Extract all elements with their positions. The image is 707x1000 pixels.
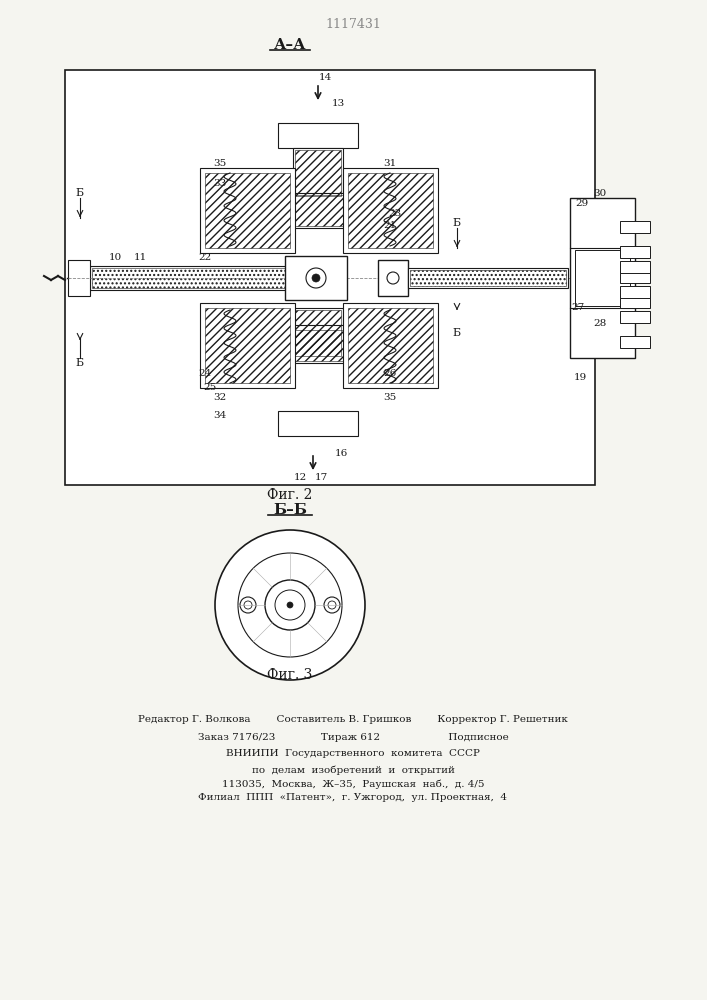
Circle shape (215, 530, 365, 680)
Circle shape (287, 602, 293, 608)
Bar (295, 150, 341, 196)
Text: 25: 25 (204, 383, 216, 392)
Text: 23: 23 (388, 209, 402, 218)
Text: 24: 24 (199, 368, 211, 377)
Text: 26: 26 (383, 368, 397, 377)
Circle shape (238, 553, 342, 657)
Bar (620, 311, 650, 323)
Text: 11: 11 (134, 253, 146, 262)
Text: Б: Б (452, 218, 460, 228)
Text: 17: 17 (315, 474, 328, 483)
Bar (92, 268, 288, 288)
Text: Фиг. 3: Фиг. 3 (267, 668, 312, 682)
Text: Б: Б (75, 188, 83, 198)
Circle shape (312, 274, 320, 282)
Bar (575, 250, 630, 306)
Text: Б: Б (75, 358, 83, 368)
Circle shape (275, 590, 305, 620)
Circle shape (387, 272, 399, 284)
Bar (343, 168, 438, 253)
Text: Редактор Г. Волкова        Составитель В. Гришков        Корректор Г. Решетник: Редактор Г. Волкова Составитель В. Гришк… (138, 716, 568, 724)
Bar (68, 260, 90, 296)
Text: 22: 22 (199, 253, 211, 262)
Text: 113035,  Москва,  Ж–35,  Раушская  наб.,  д. 4/5: 113035, Москва, Ж–35, Раушская наб., д. … (222, 779, 484, 789)
Text: А–А: А–А (274, 38, 306, 52)
Bar (285, 193, 351, 228)
Bar (620, 286, 650, 298)
Bar (200, 168, 295, 253)
Text: 27: 27 (571, 304, 585, 312)
Bar (620, 221, 650, 233)
Text: 34: 34 (214, 412, 227, 420)
Text: 13: 13 (332, 99, 345, 107)
Bar (65, 70, 595, 485)
Text: Филиал  ППП  «Патент»,  г. Ужгород,  ул. Проектная,  4: Филиал ППП «Патент», г. Ужгород, ул. Про… (199, 794, 508, 802)
Text: по  делам  изобретений  и  открытий: по делам изобретений и открытий (252, 765, 455, 775)
Text: 19: 19 (573, 373, 587, 382)
Text: 10: 10 (108, 253, 122, 262)
Bar (410, 270, 566, 286)
Bar (620, 246, 650, 258)
Text: 16: 16 (335, 448, 349, 458)
Bar (408, 268, 568, 288)
Bar (287, 195, 349, 226)
Text: 35: 35 (214, 158, 227, 167)
Text: 31: 31 (383, 158, 397, 167)
Bar (295, 310, 341, 356)
Bar (90, 266, 290, 290)
Text: ВНИИПИ  Государственного  комитета  СССР: ВНИИПИ Государственного комитета СССР (226, 750, 480, 758)
Bar (293, 308, 343, 358)
Circle shape (265, 580, 315, 630)
Bar (620, 261, 650, 273)
Bar (287, 330, 349, 361)
Text: 1117431: 1117431 (325, 18, 381, 31)
Bar (285, 256, 347, 300)
Text: 28: 28 (593, 318, 607, 328)
Bar (205, 173, 290, 248)
Text: 35: 35 (383, 393, 397, 402)
Bar (348, 173, 433, 248)
Text: 29: 29 (575, 198, 589, 208)
Bar (348, 308, 433, 383)
Text: 21: 21 (383, 222, 397, 231)
Bar (278, 123, 358, 148)
Bar (620, 296, 650, 308)
Text: Б: Б (452, 328, 460, 338)
Text: Заказ 7176/23              Тираж 612                     Подписное: Заказ 7176/23 Тираж 612 Подписное (198, 734, 508, 742)
Text: 14: 14 (318, 74, 332, 83)
Bar (278, 411, 358, 436)
Bar (620, 336, 650, 348)
Circle shape (240, 597, 256, 613)
Bar (620, 271, 650, 283)
Circle shape (306, 268, 326, 288)
Bar (570, 198, 635, 358)
Text: 30: 30 (593, 188, 607, 198)
Bar (293, 148, 343, 198)
Bar (285, 325, 351, 363)
Bar (343, 303, 438, 388)
Bar (205, 308, 290, 383)
Circle shape (324, 597, 340, 613)
Text: 32: 32 (214, 393, 227, 402)
Text: 12: 12 (293, 474, 307, 483)
Bar (378, 260, 408, 296)
Text: Б–Б: Б–Б (273, 503, 307, 517)
Text: Фиг. 2: Фиг. 2 (267, 488, 312, 502)
Bar (200, 303, 295, 388)
Text: 33: 33 (214, 178, 227, 188)
